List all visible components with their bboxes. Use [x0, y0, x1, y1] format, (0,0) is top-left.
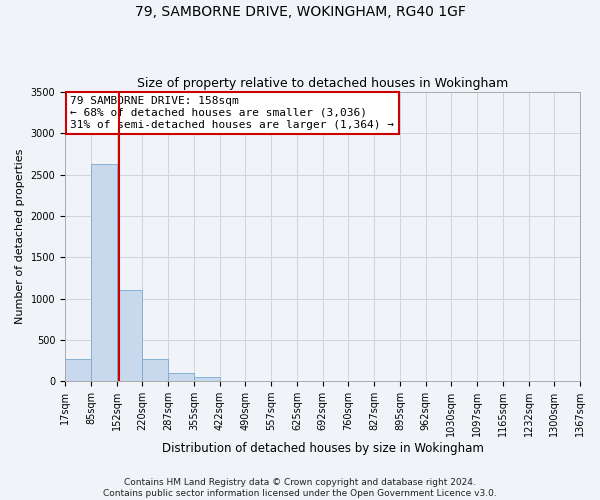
Y-axis label: Number of detached properties: Number of detached properties [15, 149, 25, 324]
X-axis label: Distribution of detached houses by size in Wokingham: Distribution of detached houses by size … [161, 442, 484, 455]
Text: Contains HM Land Registry data © Crown copyright and database right 2024.
Contai: Contains HM Land Registry data © Crown c… [103, 478, 497, 498]
Bar [116, 290, 142, 381]
Bar [194, 376, 220, 381]
Bar [91, 164, 116, 381]
Text: 79 SAMBORNE DRIVE: 158sqm
← 68% of detached houses are smaller (3,036)
31% of se: 79 SAMBORNE DRIVE: 158sqm ← 68% of detac… [70, 96, 394, 130]
Text: 79, SAMBORNE DRIVE, WOKINGHAM, RG40 1GF: 79, SAMBORNE DRIVE, WOKINGHAM, RG40 1GF [134, 5, 466, 19]
Bar [142, 359, 168, 381]
Bar [168, 373, 194, 381]
Bar [65, 359, 91, 381]
Title: Size of property relative to detached houses in Wokingham: Size of property relative to detached ho… [137, 76, 508, 90]
